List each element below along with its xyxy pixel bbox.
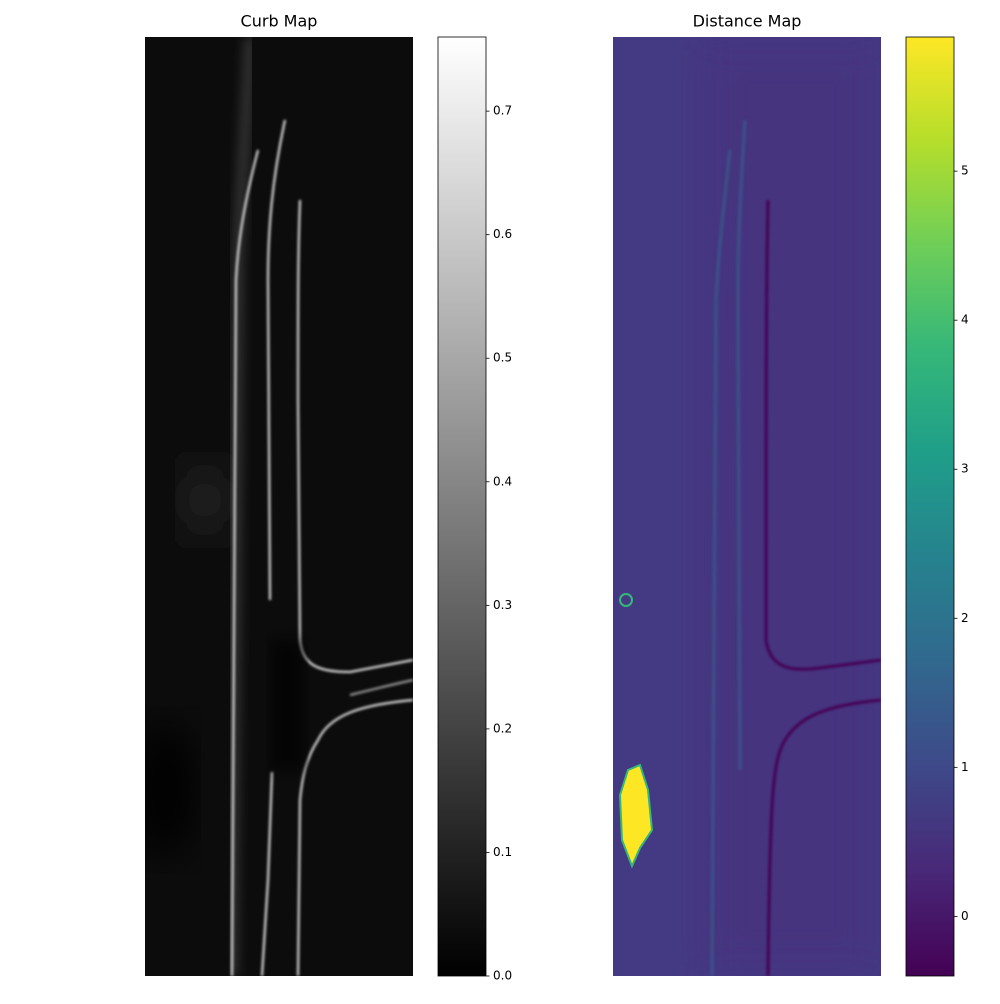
colorbar-tick-label: 2 <box>961 611 969 625</box>
colorbar-tick-label: 0.3 <box>493 598 512 612</box>
colorbar-tick-label: 3 <box>961 462 969 476</box>
colorbar-tick-label: 0.7 <box>493 104 512 118</box>
colorbar-tick-label: 0 <box>961 909 969 923</box>
chart-title: Distance Map <box>693 12 802 31</box>
colorbar-tick-label: 5 <box>961 164 969 178</box>
distance-image <box>613 37 881 976</box>
colorbar-tick-label: 0.5 <box>493 351 512 365</box>
chart-title: Curb Map <box>241 12 318 31</box>
colorbar-tick-label: 0.4 <box>493 474 512 488</box>
curb-image <box>145 37 413 976</box>
colorbar-tick-label: 1 <box>961 760 969 774</box>
colorbar <box>437 36 487 977</box>
colorbar-tick-label: 4 <box>961 313 969 327</box>
colorbar-tick-label: 0.1 <box>493 845 512 859</box>
colorbar-tick-label: 0.0 <box>493 969 512 983</box>
colorbar-tick-label: 0.2 <box>493 721 512 735</box>
colorbar-tick-label: 0.6 <box>493 227 512 241</box>
colorbar <box>905 36 955 977</box>
